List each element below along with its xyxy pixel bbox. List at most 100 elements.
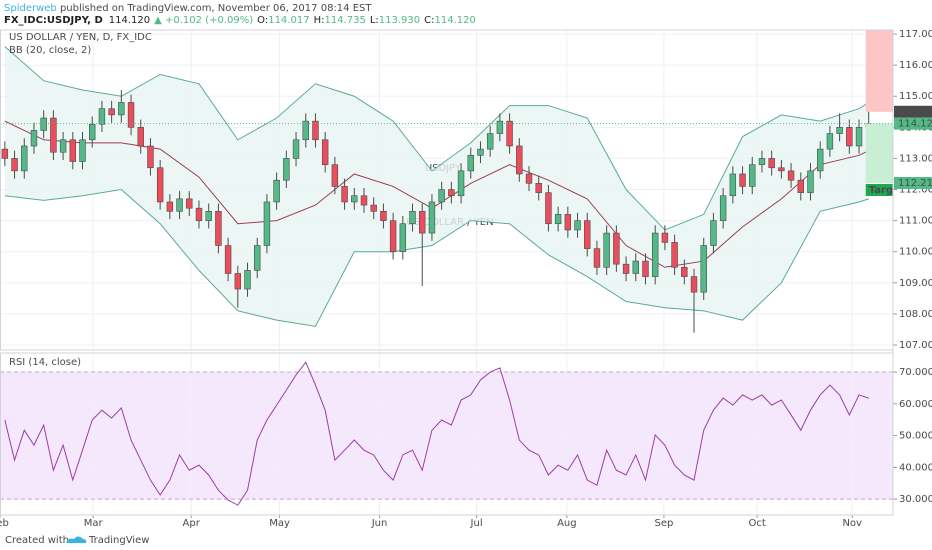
y-tick-label: 40.0000 — [899, 462, 932, 473]
candle-body — [797, 179, 805, 193]
candle-body — [681, 266, 688, 277]
footer-brand[interactable]: TradingView — [88, 535, 149, 546]
series-legend: US DOLLAR / YEN, D, FX_IDC — [9, 32, 152, 43]
candle-body — [244, 270, 251, 290]
candle-body — [554, 214, 562, 225]
candle-body — [11, 158, 18, 172]
x-tick-label: Mar — [84, 518, 104, 529]
candle-body — [399, 223, 407, 253]
candle-body — [457, 170, 465, 197]
band-upper — [4, 46, 870, 231]
x-tick-label: Nov — [842, 518, 862, 529]
candle-body — [438, 189, 445, 203]
candle-body — [671, 242, 678, 268]
x-tick-label: Jul — [470, 518, 483, 529]
candle-body — [1, 148, 9, 159]
candle-body — [758, 158, 766, 165]
candle-body — [593, 248, 601, 268]
y-tick-label: 50.0000 — [899, 431, 932, 442]
y-tick-label: 113.000 — [899, 153, 932, 164]
candle-body — [224, 245, 232, 274]
candle-body — [30, 130, 38, 147]
candle-body — [98, 108, 106, 125]
quote-label: O: — [257, 15, 268, 26]
y-tick-label: 60.0000 — [899, 399, 932, 410]
candle-body — [525, 173, 533, 184]
last: 114.120 — [109, 15, 150, 26]
candle-body — [574, 220, 581, 231]
y-tick-label: 107.000 — [899, 340, 932, 351]
candle-body — [545, 192, 552, 225]
target-tag-bg — [865, 184, 893, 197]
candle-body — [118, 102, 125, 116]
candle-body — [89, 123, 96, 141]
footer-created: Created with — [5, 535, 69, 546]
indicator-legend: RSI (14, close) — [9, 357, 81, 368]
candle-body — [40, 117, 47, 131]
stop-price-label: 114.500 — [898, 107, 932, 118]
stop-price-label-bg — [894, 105, 932, 118]
candle-body — [50, 117, 57, 153]
y-tick-label: 109.000 — [899, 278, 932, 289]
quote-label: H: — [314, 15, 325, 26]
candle-body — [642, 260, 649, 277]
y-tick-label: 115.000 — [899, 91, 932, 102]
candle-body — [409, 211, 416, 225]
candle-body — [787, 170, 795, 181]
candle-body — [205, 211, 212, 221]
target-price-label: 112.210 — [898, 178, 932, 189]
candle-body — [380, 211, 387, 221]
y-tick-label: 108.000 — [899, 309, 932, 320]
candle-body — [59, 139, 67, 153]
candle-body — [477, 148, 484, 156]
candle-body — [428, 201, 436, 234]
candle-body — [108, 108, 115, 116]
candle-body — [855, 127, 863, 147]
quote-label: C: — [424, 15, 434, 26]
candle-body — [312, 120, 319, 141]
last-price-label-bg — [894, 117, 932, 130]
candle-body — [506, 120, 513, 147]
x-tick-label: Jun — [371, 518, 388, 529]
candle-body — [341, 186, 348, 203]
rsi-line — [4, 361, 869, 506]
candle-body — [215, 211, 222, 246]
candle-body — [632, 260, 639, 274]
candle-body — [292, 139, 300, 159]
candle-body — [331, 164, 339, 187]
candle-body — [166, 201, 174, 212]
published: published on TradingView.com, November 0… — [57, 3, 373, 14]
x-tick-label: Apr — [183, 518, 201, 529]
indicator-legend: BB (20, close, 2) — [9, 45, 91, 56]
y-tick-label: 116.000 — [899, 60, 932, 71]
candle-body — [147, 145, 154, 169]
candle-body — [69, 139, 77, 162]
publish-line: Spiderweb published on TradingView.com, … — [4, 3, 372, 14]
y-tick-label: 70.0000 — [899, 367, 932, 378]
stop-zone — [865, 30, 893, 112]
y-tick-label: 110.000 — [899, 247, 932, 258]
y-tick-label: 111.000 — [899, 216, 932, 227]
candle-body — [700, 245, 707, 293]
candle-body — [263, 201, 271, 246]
y-tick-label: 112.000 — [899, 185, 932, 196]
candle-body — [564, 214, 572, 231]
candle-body — [351, 195, 358, 203]
quote-value: 114.017 — [268, 15, 309, 26]
candle-body — [768, 158, 775, 169]
x-tick-label: Aug — [557, 518, 577, 529]
candle-body — [302, 120, 309, 141]
candle-body — [127, 102, 135, 128]
target-zone — [865, 123, 893, 184]
candle-body — [176, 198, 183, 212]
quote-value: 114.735 — [324, 15, 365, 26]
candle-body — [321, 139, 329, 165]
candle-body — [535, 183, 542, 193]
author[interactable]: Spiderweb — [4, 3, 57, 14]
candle-body — [273, 179, 280, 203]
candle-body — [496, 120, 504, 134]
x-tick-label: Feb — [0, 518, 9, 529]
candle-body — [186, 198, 193, 209]
candle-body — [21, 145, 28, 172]
last-price-label: 114.120 — [898, 119, 932, 130]
